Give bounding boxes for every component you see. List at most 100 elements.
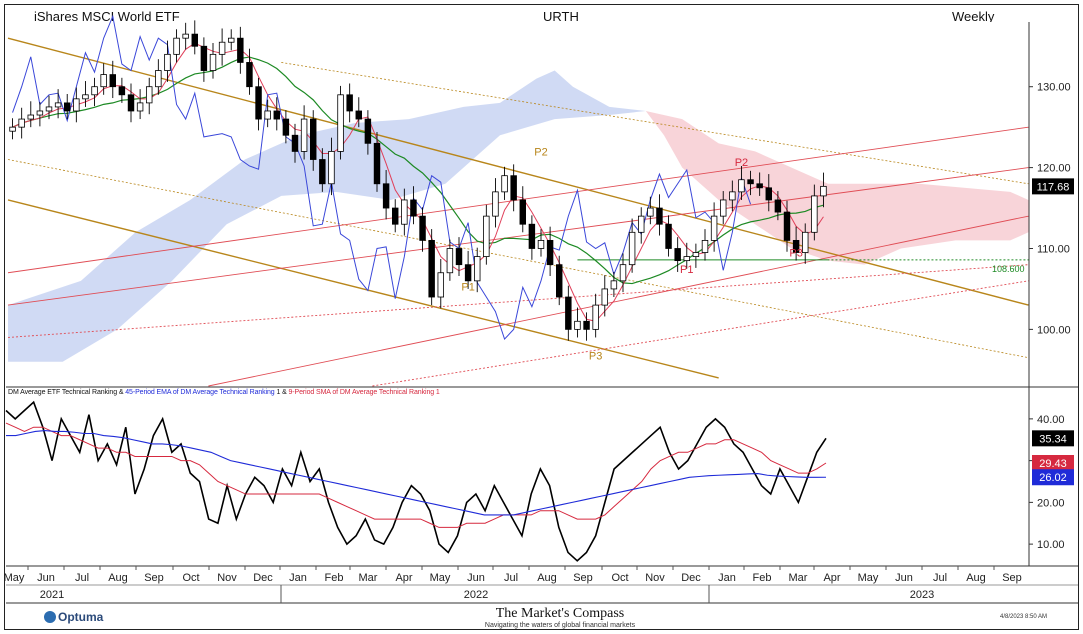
candle-body-71 bbox=[656, 207, 663, 225]
month-label-21: Feb bbox=[753, 572, 772, 584]
ema-value-badge-text: 26.02 bbox=[1039, 472, 1067, 484]
candle-body-58 bbox=[537, 239, 545, 249]
year-label-2021: 2021 bbox=[40, 589, 64, 601]
candle-body-88 bbox=[811, 195, 818, 233]
candle-body-47 bbox=[437, 272, 445, 298]
month-label-19: Dec bbox=[681, 572, 701, 584]
trend-channel-line-7 bbox=[208, 215, 1029, 387]
brand-block: The Market's Compass Navigating the wate… bbox=[470, 606, 650, 629]
candle-body-77 bbox=[710, 215, 718, 241]
candle-body-85 bbox=[783, 211, 791, 241]
pattern-label-p3-gold: P3 bbox=[589, 350, 602, 362]
candle-body-25 bbox=[237, 37, 244, 63]
candle-body-6 bbox=[63, 102, 71, 112]
candle-body-59 bbox=[546, 239, 554, 266]
candle-body-65 bbox=[601, 288, 609, 306]
candle-body-15 bbox=[145, 86, 153, 104]
candle-body-9 bbox=[91, 86, 98, 96]
candle-body-5 bbox=[54, 102, 62, 108]
trend-channel-line-8 bbox=[372, 280, 1029, 387]
year-label-2022: 2022 bbox=[464, 589, 488, 601]
candle-body-16 bbox=[155, 70, 162, 88]
candle-body-7 bbox=[73, 98, 80, 112]
month-label-14: Jul bbox=[504, 572, 518, 584]
candle-body-52 bbox=[483, 215, 490, 257]
candle-body-50 bbox=[464, 264, 472, 282]
candle-body-89 bbox=[820, 185, 827, 197]
candle-body-57 bbox=[528, 223, 536, 249]
month-label-3: Aug bbox=[108, 572, 128, 584]
candle-body-46 bbox=[428, 239, 435, 298]
rank-value-badge-text: 35.34 bbox=[1039, 433, 1067, 445]
candle-body-34 bbox=[319, 159, 326, 185]
candle-body-78 bbox=[719, 199, 727, 217]
candle-body-40 bbox=[373, 142, 381, 185]
price-tick-label-3: 100.00 bbox=[1037, 324, 1071, 336]
brand-tagline: Navigating the waters of global financia… bbox=[484, 622, 636, 629]
candle-body-8 bbox=[82, 94, 89, 100]
indicator-legend: DM Average ETF Technical Ranking & 45-Pe… bbox=[8, 389, 440, 396]
trend-channel-line-6 bbox=[7, 264, 1029, 338]
month-label-27: Aug bbox=[966, 572, 986, 584]
candle-body-67 bbox=[619, 264, 627, 282]
pattern-label-p2-red: P2 bbox=[735, 157, 748, 169]
candle-body-62 bbox=[574, 320, 581, 330]
timestamp: 4/8/2023 8:50 AM bbox=[1000, 614, 1048, 620]
optuma-logo-text: Optuma bbox=[58, 610, 104, 624]
month-label-10: Mar bbox=[359, 572, 378, 584]
candle-body-20 bbox=[191, 33, 199, 47]
legend-sma: 9-Period SMA of DM Average Technical Ran… bbox=[288, 389, 435, 396]
support-value-label: 108.600 bbox=[992, 264, 1025, 274]
candle-body-81 bbox=[747, 179, 754, 185]
candle-body-53 bbox=[492, 191, 499, 217]
candle-body-61 bbox=[565, 296, 572, 330]
legend-ema: 45-Period EMA of DM Average Technical Ra… bbox=[125, 389, 275, 396]
candle-body-3 bbox=[36, 110, 44, 116]
candle-body-48 bbox=[446, 248, 454, 274]
rank-value-badge bbox=[1032, 430, 1074, 447]
year-label-2023: 2023 bbox=[910, 589, 934, 601]
candle-body-13 bbox=[127, 94, 135, 112]
period-title: Weekly bbox=[952, 9, 995, 24]
month-label-1: Jun bbox=[37, 572, 55, 584]
candle-body-35 bbox=[328, 151, 335, 185]
trend-channel-line-4 bbox=[7, 126, 1029, 274]
symbol-title: URTH bbox=[543, 9, 579, 24]
month-label-0: May bbox=[4, 572, 25, 584]
candle-body-74 bbox=[683, 256, 691, 262]
candle-body-79 bbox=[729, 191, 736, 201]
month-label-25: Jun bbox=[895, 572, 913, 584]
candle-body-54 bbox=[501, 175, 508, 193]
ichimoku-cloud-bullish bbox=[8, 70, 646, 362]
month-label-8: Jan bbox=[289, 572, 307, 584]
candle-body-36 bbox=[337, 94, 344, 152]
ema-line bbox=[6, 430, 827, 516]
candle-body-43 bbox=[401, 199, 408, 225]
legend-sep-3: 1 bbox=[434, 389, 440, 396]
candle-body-75 bbox=[692, 252, 700, 257]
pattern-label-p1-gold: P1 bbox=[461, 282, 474, 294]
brand-name: The Market's Compass bbox=[495, 606, 625, 621]
candle-body-42 bbox=[391, 207, 399, 225]
candle-body-56 bbox=[519, 199, 527, 225]
month-label-11: Apr bbox=[395, 572, 412, 584]
price-tick-label-1: 120.00 bbox=[1037, 163, 1071, 175]
candle-body-12 bbox=[118, 86, 126, 96]
candle-body-0 bbox=[9, 126, 16, 132]
month-label-16: Sep bbox=[573, 572, 593, 584]
axes: 130.00120.00110.00100.00117.68108.60040.… bbox=[4, 22, 1078, 604]
candle-body-14 bbox=[136, 102, 144, 112]
candle-body-19 bbox=[182, 33, 189, 39]
candle-body-21 bbox=[200, 45, 208, 71]
candle-body-84 bbox=[774, 199, 782, 213]
month-label-18: Nov bbox=[645, 572, 665, 584]
candle-body-37 bbox=[346, 94, 353, 112]
legend-sep-2: 1 & bbox=[274, 389, 289, 396]
candle-body-66 bbox=[610, 280, 618, 290]
month-label-2: Jul bbox=[75, 572, 89, 584]
candle-body-82 bbox=[756, 183, 763, 189]
candle-body-24 bbox=[227, 37, 235, 43]
candle-body-26 bbox=[246, 62, 253, 88]
month-label-7: Dec bbox=[253, 572, 273, 584]
